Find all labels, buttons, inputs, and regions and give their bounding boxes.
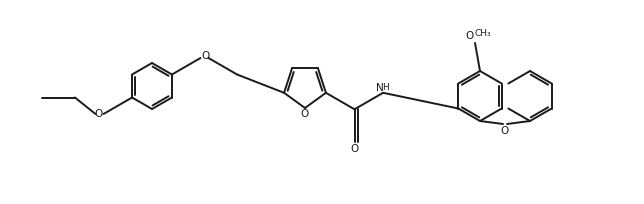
Text: O: O: [301, 109, 309, 119]
Text: O: O: [350, 144, 359, 154]
Text: CH₃: CH₃: [475, 29, 491, 38]
Text: O: O: [466, 31, 474, 41]
Text: H: H: [382, 83, 388, 92]
Text: O: O: [95, 109, 102, 119]
Text: N: N: [376, 83, 384, 93]
Text: O: O: [202, 51, 210, 61]
Text: O: O: [501, 126, 509, 136]
